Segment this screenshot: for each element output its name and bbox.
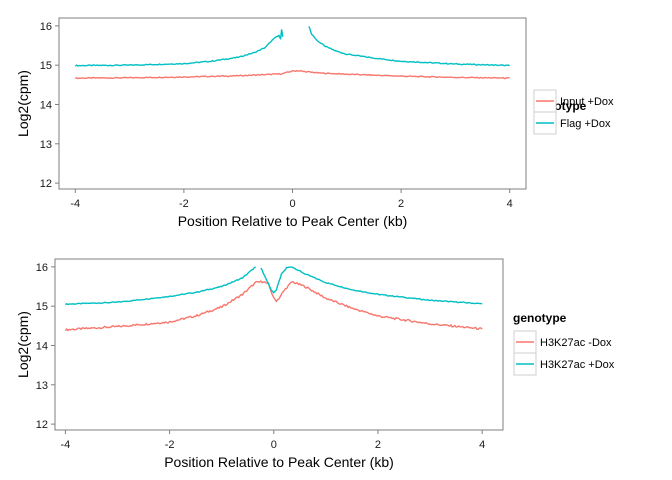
y-tick-label: 15 bbox=[36, 301, 48, 313]
chart-panel-bottom: 12 13 14 15 16 -4 -2 0 2 4 Position Relative to Pe… bbox=[15, 258, 615, 470]
y-tick-label: 16 bbox=[40, 21, 52, 33]
series-line-1 bbox=[64, 280, 483, 332]
series-line-2 bbox=[64, 266, 256, 306]
x-axis-title: Position Relative to Peak Center (kb) bbox=[178, 213, 408, 229]
legend-label: H3K27ac +Dox bbox=[540, 359, 615, 371]
legend-label: Flag +Dox bbox=[560, 118, 611, 130]
x-tick-label: 0 bbox=[289, 198, 295, 210]
series-line-1 bbox=[74, 70, 510, 80]
y-tick-label: 14 bbox=[36, 340, 48, 352]
y-tick-label: 15 bbox=[40, 60, 52, 72]
y-tick-label: 14 bbox=[40, 99, 52, 111]
chart-panel-top: 12 13 14 15 16 -4 -2 0 2 4 Position Relative to Pe… bbox=[15, 17, 614, 229]
legend-label: Input +Dox bbox=[560, 96, 614, 108]
y-tick-label: 16 bbox=[36, 262, 48, 274]
legend-title: genotype bbox=[513, 311, 567, 325]
x-axis-title: Position Relative to Peak Center (kb) bbox=[164, 454, 394, 470]
x-tick-label: -4 bbox=[70, 198, 80, 210]
y-axis-title: Log2(cpm) bbox=[15, 70, 31, 137]
y-tick-label: 13 bbox=[40, 139, 52, 151]
x-tick-label: 4 bbox=[507, 198, 513, 210]
plot-area bbox=[58, 17, 527, 190]
series-line-2 bbox=[74, 29, 284, 67]
series-line-2 bbox=[308, 26, 510, 67]
y-axis-title: Log2(cpm) bbox=[15, 311, 31, 378]
y-tick-label: 12 bbox=[36, 419, 48, 431]
x-tick-label: 2 bbox=[375, 439, 381, 451]
series-line-2 bbox=[260, 266, 483, 305]
x-tick-label: 0 bbox=[271, 439, 277, 451]
y-tick-label: 12 bbox=[40, 178, 52, 190]
x-tick-label: -2 bbox=[179, 198, 189, 210]
legend: genotype H3K27ac -Dox H3K27ac +Dox bbox=[513, 311, 615, 376]
legend-label: H3K27ac -Dox bbox=[540, 337, 612, 349]
x-tick-label: -2 bbox=[165, 439, 175, 451]
y-tick-label: 13 bbox=[36, 380, 48, 392]
x-tick-label: 2 bbox=[398, 198, 404, 210]
plot-area bbox=[54, 258, 504, 431]
x-tick-label: -4 bbox=[61, 439, 71, 451]
x-tick-label: 4 bbox=[479, 439, 485, 451]
